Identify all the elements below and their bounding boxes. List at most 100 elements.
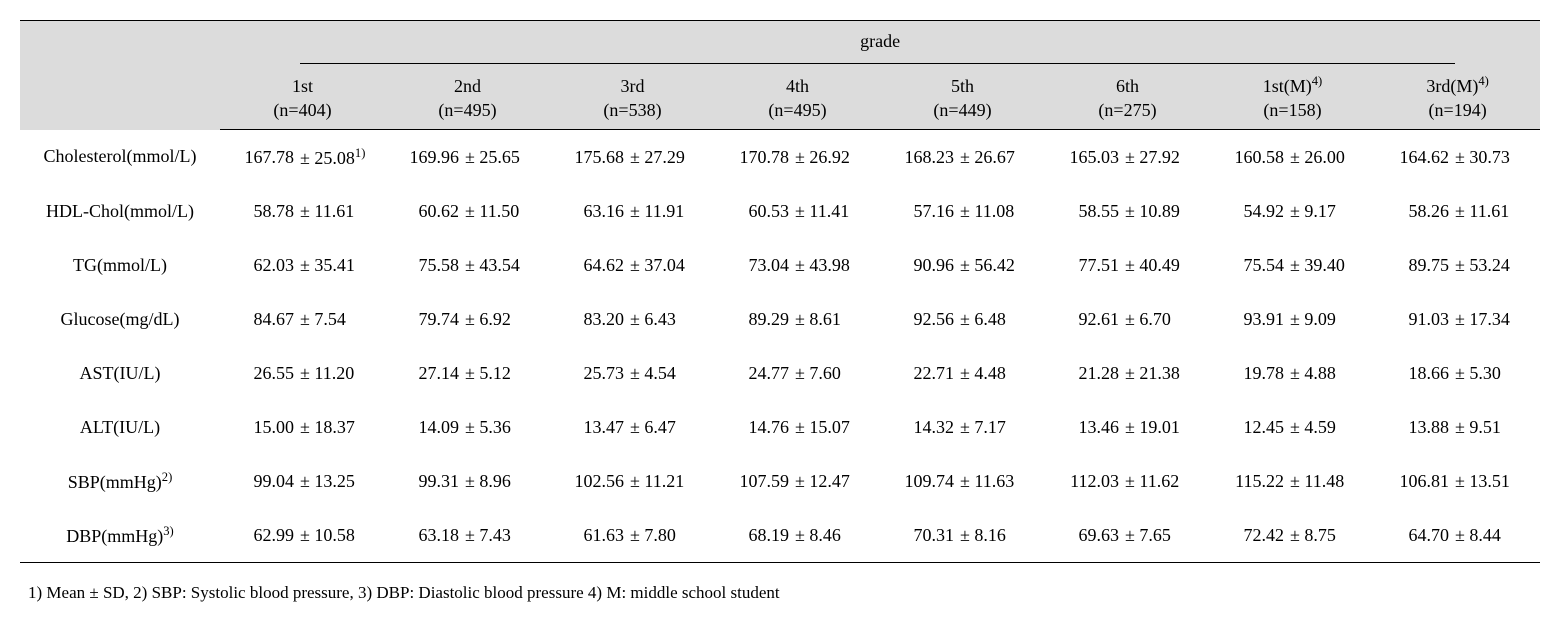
cell-mean: 75.58	[385, 238, 465, 292]
cell-sd: ± 11.61	[1455, 184, 1540, 238]
cell-sd: ± 10.89	[1125, 184, 1210, 238]
cell-sd: ± 7.43	[465, 508, 550, 563]
cell-sd: ± 11.20	[300, 346, 385, 400]
grade-span: grade	[220, 21, 1540, 63]
cell-sd: ± 5.36	[465, 400, 550, 454]
col-n-4th: (n=495)	[715, 100, 880, 130]
cell-sd: ± 11.61	[300, 184, 385, 238]
col-n-5th: (n=449)	[880, 100, 1045, 130]
cell-sd: ± 6.47	[630, 400, 715, 454]
cell-mean: 168.23	[880, 130, 960, 185]
table-row: Glucose(mg/dL)84.67± 7.5479.74± 6.9283.2…	[20, 292, 1540, 346]
cell-mean: 83.20	[550, 292, 630, 346]
cell-sd: ± 11.21	[630, 454, 715, 508]
cell-mean: 73.04	[715, 238, 795, 292]
cell-mean: 60.62	[385, 184, 465, 238]
table-body: Cholesterol(mmol/L)167.78± 25.081)169.96…	[20, 130, 1540, 563]
col-n-2nd: (n=495)	[385, 100, 550, 130]
header-blank	[20, 21, 220, 130]
cell-sd: ± 4.59	[1290, 400, 1375, 454]
cell-mean: 175.68	[550, 130, 630, 185]
cell-sd: ± 6.92	[465, 292, 550, 346]
cell-sd: ± 9.17	[1290, 184, 1375, 238]
cell-mean: 58.78	[220, 184, 300, 238]
table-row: Cholesterol(mmol/L)167.78± 25.081)169.96…	[20, 130, 1540, 185]
cell-sd: ± 18.37	[300, 400, 385, 454]
table-row: AST(IU/L)26.55± 11.2027.14± 5.1225.73± 4…	[20, 346, 1540, 400]
cell-sd: ± 25.65	[465, 130, 550, 185]
cell-sd: ± 11.91	[630, 184, 715, 238]
row-label: TG(mmol/L)	[20, 238, 220, 292]
cell-sd: ± 40.49	[1125, 238, 1210, 292]
cell-mean: 79.74	[385, 292, 465, 346]
cell-sd: ± 6.70	[1125, 292, 1210, 346]
row-label: AST(IU/L)	[20, 346, 220, 400]
cell-sd: ± 30.73	[1455, 130, 1540, 185]
cell-mean: 92.61	[1045, 292, 1125, 346]
cell-sd: ± 12.47	[795, 454, 880, 508]
col-5th: 5th	[880, 64, 1045, 101]
cell-mean: 54.92	[1210, 184, 1290, 238]
cell-sd: ± 11.62	[1125, 454, 1210, 508]
cell-mean: 15.00	[220, 400, 300, 454]
cell-mean: 64.70	[1375, 508, 1455, 563]
cell-mean: 18.66	[1375, 346, 1455, 400]
cell-mean: 24.77	[715, 346, 795, 400]
cell-sd: ± 13.51	[1455, 454, 1540, 508]
cell-mean: 63.18	[385, 508, 465, 563]
cell-mean: 13.88	[1375, 400, 1455, 454]
cell-sd: ± 9.09	[1290, 292, 1375, 346]
cell-mean: 165.03	[1045, 130, 1125, 185]
cell-sd: ± 9.51	[1455, 400, 1540, 454]
cell-sd: ± 5.30	[1455, 346, 1540, 400]
cell-mean: 115.22	[1210, 454, 1290, 508]
cell-mean: 77.51	[1045, 238, 1125, 292]
cell-mean: 21.28	[1045, 346, 1125, 400]
cell-mean: 93.91	[1210, 292, 1290, 346]
cell-mean: 89.29	[715, 292, 795, 346]
cell-mean: 60.53	[715, 184, 795, 238]
cell-sd: ± 10.58	[300, 508, 385, 563]
cell-mean: 58.26	[1375, 184, 1455, 238]
cell-mean: 62.99	[220, 508, 300, 563]
cell-sd: ± 6.43	[630, 292, 715, 346]
cell-mean: 106.81	[1375, 454, 1455, 508]
data-table: grade 1st 2nd 3rd 4th 5th 6th 1st(M)4) 3…	[20, 20, 1540, 563]
cell-mean: 27.14	[385, 346, 465, 400]
cell-sd: ± 26.67	[960, 130, 1045, 185]
cell-mean: 62.03	[220, 238, 300, 292]
col-n-3rd: (n=538)	[550, 100, 715, 130]
cell-mean: 109.74	[880, 454, 960, 508]
cell-mean: 169.96	[385, 130, 465, 185]
row-label: Cholesterol(mmol/L)	[20, 130, 220, 185]
cell-mean: 164.62	[1375, 130, 1455, 185]
cell-sd: ± 11.08	[960, 184, 1045, 238]
cell-mean: 22.71	[880, 346, 960, 400]
table-header: grade 1st 2nd 3rd 4th 5th 6th 1st(M)4) 3…	[20, 21, 1540, 130]
table-row: DBP(mmHg)3)62.99± 10.5863.18± 7.4361.63±…	[20, 508, 1540, 563]
table-row: ALT(IU/L)15.00± 18.3714.09± 5.3613.47± 6…	[20, 400, 1540, 454]
cell-mean: 99.31	[385, 454, 465, 508]
col-6th: 6th	[1045, 64, 1210, 101]
cell-mean: 13.46	[1045, 400, 1125, 454]
cell-mean: 112.03	[1045, 454, 1125, 508]
cell-sd: ± 21.38	[1125, 346, 1210, 400]
cell-sd: ± 27.92	[1125, 130, 1210, 185]
table-row: HDL-Chol(mmol/L)58.78± 11.6160.62± 11.50…	[20, 184, 1540, 238]
cell-mean: 63.16	[550, 184, 630, 238]
cell-sd: ± 43.54	[465, 238, 550, 292]
cell-mean: 160.58	[1210, 130, 1290, 185]
cell-mean: 92.56	[880, 292, 960, 346]
cell-mean: 170.78	[715, 130, 795, 185]
cell-sd: ± 4.88	[1290, 346, 1375, 400]
cell-mean: 13.47	[550, 400, 630, 454]
row-label: DBP(mmHg)3)	[20, 508, 220, 563]
cell-sd: ± 17.34	[1455, 292, 1540, 346]
cell-mean: 64.62	[550, 238, 630, 292]
cell-mean: 68.19	[715, 508, 795, 563]
row-label: HDL-Chol(mmol/L)	[20, 184, 220, 238]
cell-sd: ± 43.98	[795, 238, 880, 292]
row-label: ALT(IU/L)	[20, 400, 220, 454]
cell-sd: ± 11.50	[465, 184, 550, 238]
footnote: 1) Mean ± SD, 2) SBP: Systolic blood pre…	[28, 583, 1536, 603]
